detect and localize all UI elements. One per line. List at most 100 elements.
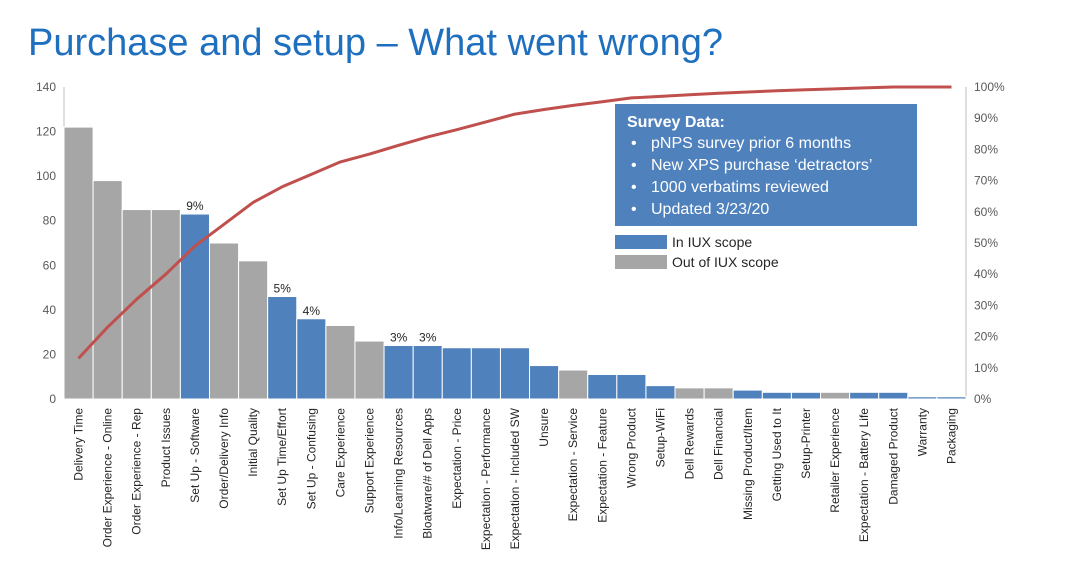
info-item: New XPS purchase ‘detractors’ bbox=[627, 155, 905, 177]
y2-tick-label: 90% bbox=[974, 111, 998, 125]
y2-tick-label: 70% bbox=[974, 174, 998, 188]
bar bbox=[150, 209, 181, 400]
bar bbox=[121, 209, 152, 400]
category-labels: Delivery Time Order Experience - Online Or… bbox=[72, 407, 959, 550]
category-label: Set Up - Software bbox=[188, 408, 202, 503]
y-axis-right: 0% 10% 20% 30% 40% 50% 60% 70% 80% 90% 100% bbox=[965, 80, 1005, 406]
info-item: Updated 3/23/20 bbox=[627, 199, 905, 221]
legend-swatch-in-scope bbox=[615, 235, 667, 249]
category-label: Setup-WiFi bbox=[653, 408, 667, 467]
category-label: Warranty bbox=[915, 408, 929, 456]
bar bbox=[674, 387, 705, 400]
info-box-list: pNPS survey prior 6 months New XPS purch… bbox=[627, 133, 905, 221]
category-label: Bloatware/# of Dell Apps bbox=[421, 408, 435, 539]
bar bbox=[92, 180, 123, 400]
category-label: Expectation - Price bbox=[450, 408, 464, 509]
bar-series bbox=[63, 126, 967, 400]
y-tick-label: 80 bbox=[43, 214, 57, 228]
bar bbox=[208, 242, 240, 400]
bar bbox=[441, 347, 472, 400]
y2-tick-label: 80% bbox=[974, 142, 998, 156]
y2-tick-label: 30% bbox=[974, 298, 998, 312]
info-item: 1000 verbatims reviewed bbox=[627, 177, 905, 199]
y2-tick-label: 60% bbox=[974, 205, 998, 219]
legend: In IUX scope Out of IUX scope bbox=[615, 232, 779, 272]
y-tick-label: 100 bbox=[36, 169, 56, 183]
y2-tick-label: 20% bbox=[974, 330, 998, 344]
category-label: Info/Learning Resources bbox=[392, 408, 406, 539]
bar bbox=[820, 391, 851, 400]
cumulative-line bbox=[77, 85, 952, 360]
data-label: 3% bbox=[419, 331, 437, 345]
legend-swatch-out-scope bbox=[615, 255, 667, 269]
category-label: Order/Delivery Info bbox=[217, 408, 231, 509]
y2-tick-label: 100% bbox=[974, 80, 1005, 94]
y-tick-label: 20 bbox=[43, 347, 57, 361]
category-label: Packaging bbox=[944, 408, 958, 464]
category-label: Expectation - Battery Life bbox=[857, 408, 871, 542]
category-label: Expectation - Performance bbox=[479, 408, 493, 550]
legend-item-in-scope: In IUX scope bbox=[615, 232, 779, 252]
category-label: Order Experience - Online bbox=[101, 408, 115, 548]
bar bbox=[383, 345, 414, 400]
category-label: Expectation - Feature bbox=[595, 408, 609, 523]
bar bbox=[616, 373, 647, 400]
category-label: Order Experience - Rep bbox=[130, 408, 144, 535]
category-label: Expectation - Service bbox=[566, 408, 580, 522]
bar bbox=[849, 391, 880, 400]
bar bbox=[558, 369, 589, 400]
survey-info-box: Survey Data: pNPS survey prior 6 months … bbox=[615, 104, 917, 226]
category-label: Wrong Product bbox=[624, 407, 638, 487]
y-tick-label: 0 bbox=[49, 392, 56, 406]
bar bbox=[412, 345, 443, 400]
bar bbox=[703, 387, 734, 400]
bar bbox=[179, 213, 210, 400]
bar bbox=[296, 318, 327, 400]
bar bbox=[587, 373, 618, 400]
category-label: Set Up - Confusing bbox=[304, 408, 318, 509]
data-label: 4% bbox=[303, 304, 321, 318]
bar bbox=[645, 385, 676, 400]
category-label: Damaged Product bbox=[886, 407, 900, 504]
slide-title: Purchase and setup – What went wrong? bbox=[28, 22, 723, 64]
bar bbox=[354, 340, 385, 400]
bar bbox=[238, 260, 269, 400]
category-label: Dell Rewards bbox=[683, 408, 697, 479]
y-tick-label: 120 bbox=[36, 125, 56, 139]
bar bbox=[499, 347, 531, 400]
info-box-heading: Survey Data: bbox=[627, 114, 725, 131]
y2-tick-label: 10% bbox=[974, 361, 998, 375]
legend-label: Out of IUX scope bbox=[672, 254, 779, 270]
category-label: Set Up Time/Effort bbox=[275, 407, 289, 505]
category-label: Initial Quality bbox=[246, 408, 260, 477]
info-item: pNPS survey prior 6 months bbox=[627, 133, 905, 155]
y2-tick-label: 50% bbox=[974, 236, 998, 250]
bar bbox=[267, 295, 298, 400]
category-label: Getting Used to It bbox=[770, 407, 784, 501]
y2-tick-label: 40% bbox=[974, 267, 998, 281]
category-label: Setup-Printer bbox=[799, 408, 813, 479]
y-tick-label: 60 bbox=[43, 258, 57, 272]
category-label: Expectation - Included SW bbox=[508, 407, 522, 549]
bar bbox=[529, 365, 560, 400]
bar bbox=[878, 391, 909, 400]
bar bbox=[325, 324, 356, 400]
y2-tick-label: 0% bbox=[974, 392, 992, 406]
category-label: Delivery Time bbox=[72, 408, 86, 481]
data-labels: 9% 5% 4% 3% 3% bbox=[186, 199, 436, 344]
category-label: Retailer Experience bbox=[828, 408, 842, 513]
bar bbox=[936, 396, 967, 400]
data-label: 3% bbox=[390, 331, 408, 345]
bar bbox=[790, 391, 822, 400]
legend-item-out-scope: Out of IUX scope bbox=[615, 252, 779, 272]
category-label: Unsure bbox=[537, 408, 551, 447]
bar bbox=[761, 391, 792, 400]
category-label: Missing Product/Item bbox=[741, 408, 755, 520]
data-label: 5% bbox=[274, 281, 292, 295]
category-label: Dell Financial bbox=[712, 408, 726, 480]
data-label: 9% bbox=[186, 199, 204, 213]
y-tick-label: 40 bbox=[43, 303, 57, 317]
cumulative-line-series bbox=[77, 85, 952, 360]
bar bbox=[907, 396, 938, 400]
